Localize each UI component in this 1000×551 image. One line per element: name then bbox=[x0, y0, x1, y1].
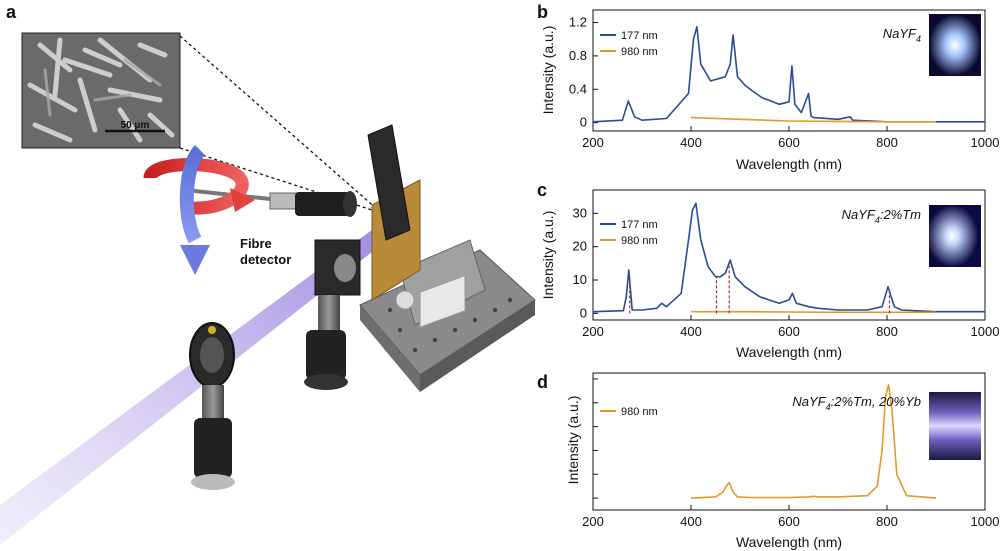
chart-b-ylabel: Intensity (a.u.) bbox=[540, 26, 556, 115]
x-tick-label: 600 bbox=[778, 324, 800, 339]
x-tick-label: 1000 bbox=[971, 514, 1000, 529]
chart-b-yticks: 0 0.4 0.8 1.2 bbox=[569, 15, 598, 130]
chart-b-frame bbox=[592, 9, 986, 132]
lens-mount-right bbox=[304, 239, 361, 390]
blue-arrow-head bbox=[180, 245, 210, 275]
y-tick-label: 0.4 bbox=[569, 81, 587, 96]
legend-d-980-label: 980 nm bbox=[621, 406, 658, 418]
sem-image: 50 μm bbox=[21, 32, 181, 149]
chart-b-container: 200 400 600 800 1000 0 0.4 0.8 1.2 Wavelength (… bbox=[540, 9, 999, 172]
chart-b-photo bbox=[929, 14, 981, 76]
series-line-980-nm bbox=[690, 116, 936, 123]
stage-knob bbox=[395, 290, 415, 310]
chart-b-series bbox=[592, 25, 985, 123]
chart-d-legend: 980 nm bbox=[600, 406, 658, 418]
leader-line-top bbox=[179, 35, 379, 211]
x-tick-label: 600 bbox=[778, 514, 800, 529]
panel-c: c 200 400 600 800 1000 0 10 20 30 Wavelength (n… bbox=[537, 180, 999, 360]
y-tick-label: 0 bbox=[580, 305, 587, 320]
x-tick-label: 800 bbox=[876, 324, 898, 339]
chart-d-xticks: 200 400 600 800 1000 bbox=[582, 505, 999, 529]
series-line-177-nm bbox=[592, 25, 985, 123]
chart-c-xlabel: Wavelength (nm) bbox=[736, 344, 842, 360]
chart-d-yticks bbox=[593, 378, 598, 499]
y-tick-label: 0.8 bbox=[569, 48, 587, 63]
chart-d-ylabel: Intensity (a.u.) bbox=[565, 396, 581, 485]
x-tick-label: 800 bbox=[876, 514, 898, 529]
chart-c-series bbox=[592, 202, 985, 314]
chart-d-container: 200 400 600 800 1000 Wavelength (nm) Intensi… bbox=[565, 372, 999, 550]
chart-b-xlabel: Wavelength (nm) bbox=[736, 156, 842, 172]
svg-text:c: c bbox=[537, 180, 547, 200]
panel-a-letter: a bbox=[6, 2, 17, 22]
x-tick-label: 400 bbox=[680, 135, 702, 150]
chart-d-sample-label: NaYF4:2%Tm, 20%Yb bbox=[792, 394, 921, 412]
x-tick-label: 400 bbox=[680, 514, 702, 529]
chart-c-sample-label: NaYF4:2%Tm bbox=[842, 207, 922, 225]
legend-c-980-label: 980 nm bbox=[621, 235, 658, 247]
chart-c-container: 200 400 600 800 1000 0 10 20 30 Wavelength (nm)… bbox=[540, 189, 999, 360]
series-line-177-nm bbox=[592, 202, 985, 313]
chart-b-xticks: 200 400 600 800 1000 bbox=[582, 126, 999, 150]
red-arrow-head bbox=[230, 188, 255, 212]
chart-c-xticks: 200 400 600 800 1000 bbox=[582, 315, 999, 339]
y-tick-label: 20 bbox=[573, 239, 587, 254]
panel-a: a 50 μ bbox=[0, 2, 536, 545]
x-tick-label: 200 bbox=[582, 135, 604, 150]
series-line-980-nm bbox=[691, 310, 936, 314]
y-tick-label: 30 bbox=[573, 205, 587, 220]
series-line-980-nm bbox=[690, 384, 937, 499]
x-tick-label: 200 bbox=[582, 514, 604, 529]
x-tick-label: 200 bbox=[582, 324, 604, 339]
legend-b-177-label: 177 nm bbox=[621, 30, 658, 42]
chart-c-ylabel: Intensity (a.u.) bbox=[540, 211, 556, 300]
chart-d-frame bbox=[592, 372, 986, 511]
vertical-rail bbox=[367, 124, 411, 241]
x-tick-label: 400 bbox=[680, 324, 702, 339]
chart-c-yticks: 0 10 20 30 bbox=[573, 205, 598, 320]
x-tick-label: 600 bbox=[778, 135, 800, 150]
x-tick-label: 1000 bbox=[971, 135, 1000, 150]
chart-c-legend: 177 nm 980 nm bbox=[600, 219, 658, 247]
legend-c-177-label: 177 nm bbox=[621, 219, 658, 231]
panel-d: d 200 400 600 800 1000 Wavelength (nm) Inten… bbox=[537, 372, 999, 550]
chart-b-legend: 177 nm 980 nm bbox=[600, 30, 658, 58]
detector-label-line2: detector bbox=[240, 252, 291, 267]
y-tick-label: 10 bbox=[573, 272, 587, 287]
chart-c-photo bbox=[929, 205, 981, 267]
svg-text:b: b bbox=[537, 2, 548, 22]
detector-label-line1: Fibre bbox=[240, 236, 272, 251]
chart-c-markers bbox=[629, 262, 891, 314]
chart-b-sample-label: NaYF4 bbox=[883, 26, 921, 44]
translation-stage bbox=[395, 239, 486, 328]
y-tick-label: 0 bbox=[580, 115, 587, 130]
iris-mount bbox=[189, 322, 235, 490]
chart-d-photo bbox=[929, 392, 981, 460]
scale-bar-label: 50 μm bbox=[121, 120, 150, 131]
x-tick-label: 800 bbox=[876, 135, 898, 150]
panel-b: b 200 400 600 800 1000 0 0.4 0.8 1.2 Wavelength… bbox=[537, 2, 999, 172]
rotation-arrows bbox=[143, 145, 255, 275]
chart-d-xlabel: Wavelength (nm) bbox=[736, 534, 842, 550]
chart-d-series bbox=[690, 384, 937, 499]
y-tick-label: 1.2 bbox=[569, 15, 587, 30]
legend-b-980-label: 980 nm bbox=[621, 46, 658, 58]
x-tick-label: 1000 bbox=[971, 324, 1000, 339]
svg-text:d: d bbox=[537, 372, 548, 392]
